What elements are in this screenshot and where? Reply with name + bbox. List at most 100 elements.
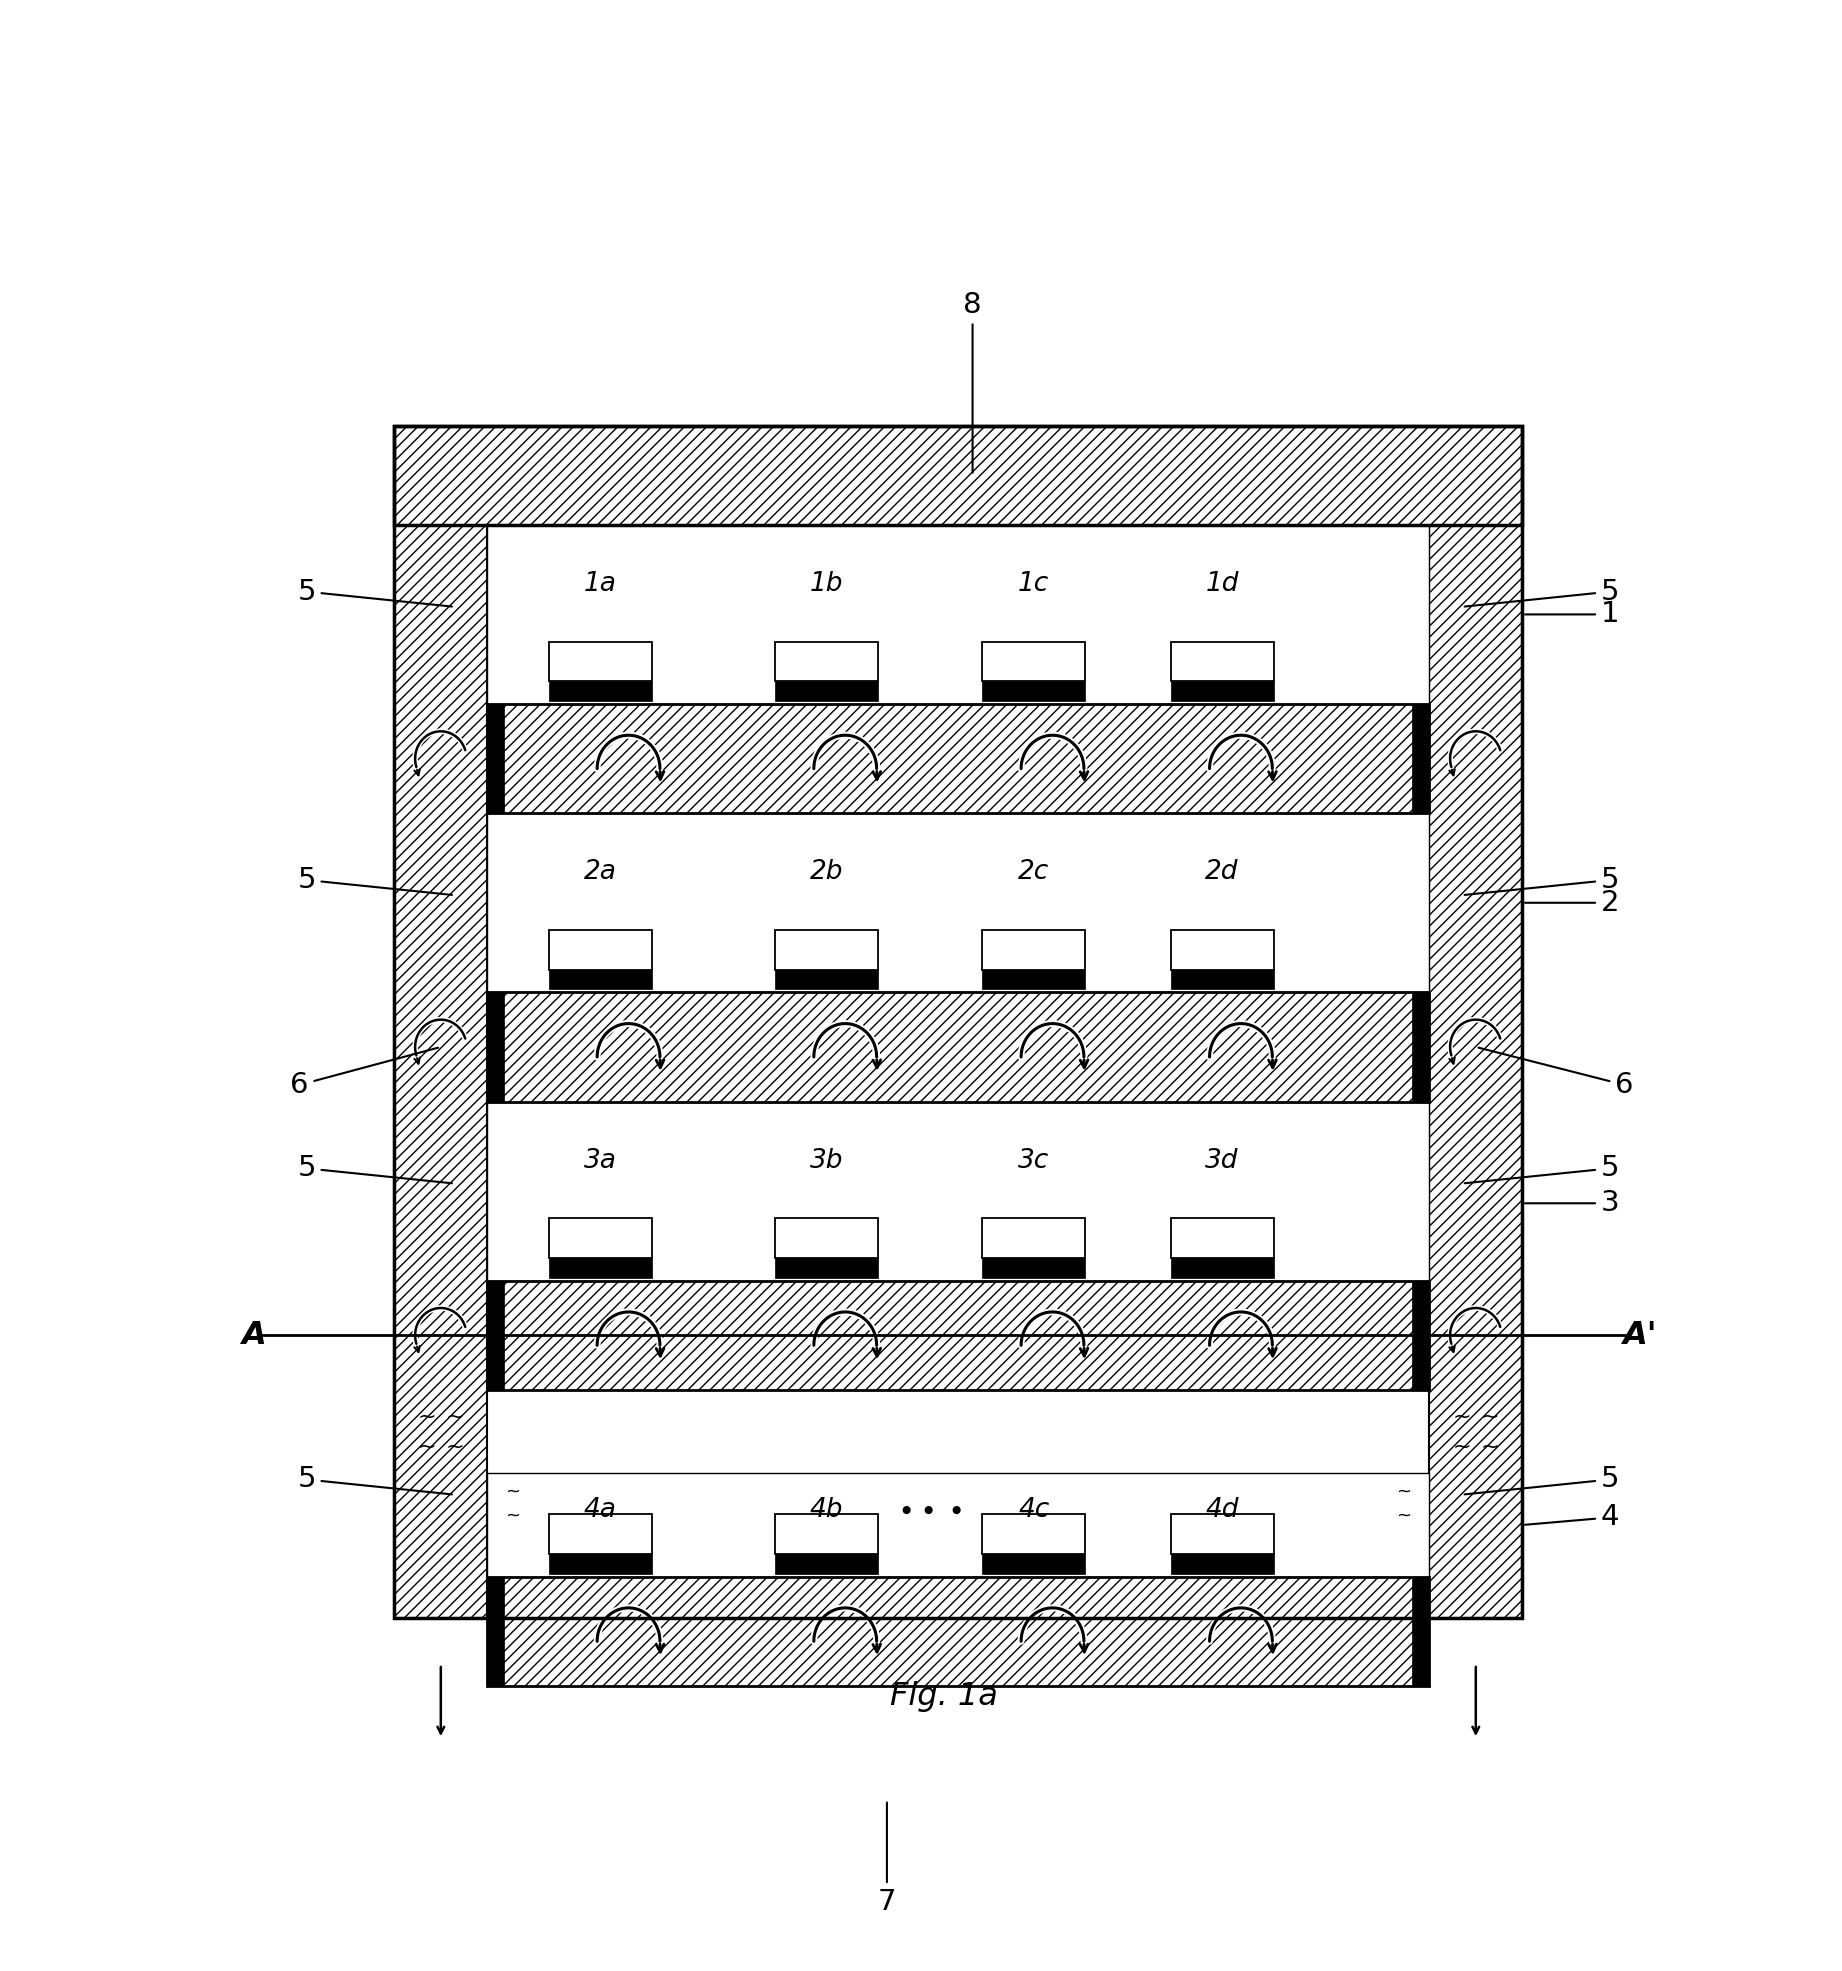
- Bar: [394, 426, 1521, 524]
- Bar: [1172, 930, 1273, 970]
- Text: 2c: 2c: [1019, 859, 1050, 885]
- Text: ~: ~: [446, 1437, 464, 1457]
- Bar: [775, 1553, 879, 1573]
- Bar: [486, 1577, 505, 1685]
- Text: 4: 4: [1525, 1504, 1619, 1531]
- Text: 2a: 2a: [584, 859, 617, 885]
- Bar: [1429, 524, 1521, 1618]
- Bar: [1172, 1514, 1273, 1553]
- Bar: [394, 426, 1521, 1618]
- Bar: [486, 991, 1429, 1102]
- Text: ~: ~: [1481, 1407, 1499, 1427]
- Text: $\bullet\bullet\bullet$: $\bullet\bullet\bullet$: [897, 1496, 963, 1524]
- Text: 4d: 4d: [1205, 1496, 1240, 1524]
- Text: 1: 1: [1525, 601, 1619, 629]
- Text: 2b: 2b: [810, 859, 844, 885]
- Text: ~: ~: [1396, 1508, 1411, 1526]
- Text: 4b: 4b: [810, 1496, 844, 1524]
- Bar: [982, 1514, 1085, 1553]
- Bar: [486, 1474, 1429, 1577]
- Bar: [775, 682, 879, 702]
- Text: 3c: 3c: [1019, 1147, 1050, 1175]
- Bar: [982, 682, 1085, 702]
- Bar: [1172, 970, 1273, 989]
- Bar: [1413, 1577, 1429, 1685]
- Bar: [486, 991, 505, 1102]
- Bar: [549, 1257, 652, 1277]
- Bar: [1172, 1553, 1273, 1573]
- Text: A': A': [1623, 1321, 1656, 1350]
- Bar: [775, 1514, 879, 1553]
- Bar: [486, 1281, 1429, 1390]
- Text: ~: ~: [418, 1437, 437, 1457]
- Bar: [982, 1553, 1085, 1573]
- Bar: [549, 643, 652, 682]
- Bar: [549, 1218, 652, 1257]
- Bar: [1172, 643, 1273, 682]
- Bar: [549, 1514, 652, 1553]
- Text: ~: ~: [446, 1407, 464, 1427]
- Text: A: A: [241, 1321, 265, 1350]
- Text: Fig. 1a: Fig. 1a: [890, 1681, 998, 1713]
- Bar: [486, 814, 1429, 991]
- Bar: [549, 1553, 652, 1573]
- Bar: [982, 643, 1085, 682]
- Bar: [982, 1257, 1085, 1277]
- Bar: [982, 970, 1085, 989]
- Text: 1b: 1b: [810, 572, 844, 597]
- Bar: [394, 426, 1521, 1618]
- Text: 1d: 1d: [1205, 572, 1240, 597]
- Bar: [982, 930, 1085, 970]
- Text: 6: 6: [1479, 1049, 1634, 1100]
- Bar: [775, 643, 879, 682]
- Text: ~: ~: [505, 1482, 521, 1500]
- Text: 5: 5: [1464, 1155, 1619, 1183]
- Text: 4c: 4c: [1019, 1496, 1050, 1524]
- Text: 2d: 2d: [1205, 859, 1240, 885]
- Text: 5: 5: [297, 578, 451, 607]
- Bar: [394, 524, 486, 1618]
- Bar: [1413, 704, 1429, 814]
- Bar: [1172, 1257, 1273, 1277]
- Text: 4a: 4a: [584, 1496, 617, 1524]
- Text: 3d: 3d: [1205, 1147, 1240, 1175]
- Text: ~: ~: [505, 1508, 521, 1526]
- Text: 5: 5: [1464, 578, 1619, 607]
- Bar: [486, 1102, 1429, 1281]
- Bar: [486, 1281, 505, 1390]
- Text: 5: 5: [297, 1155, 451, 1183]
- Text: 8: 8: [963, 292, 982, 473]
- Text: ~: ~: [1481, 1437, 1499, 1457]
- Text: 5: 5: [1464, 1466, 1619, 1494]
- Text: ~: ~: [418, 1407, 437, 1427]
- Bar: [775, 1257, 879, 1277]
- Bar: [982, 1218, 1085, 1257]
- Bar: [1172, 1218, 1273, 1257]
- Bar: [486, 1577, 1429, 1685]
- Bar: [1172, 682, 1273, 702]
- Bar: [486, 524, 1429, 704]
- Bar: [775, 970, 879, 989]
- Bar: [549, 930, 652, 970]
- Bar: [775, 1218, 879, 1257]
- Text: 5: 5: [1464, 865, 1619, 895]
- Text: 1c: 1c: [1019, 572, 1050, 597]
- Bar: [775, 930, 879, 970]
- Text: 5: 5: [297, 1466, 451, 1494]
- Bar: [486, 704, 505, 814]
- Text: ~: ~: [1453, 1437, 1472, 1457]
- Text: 3a: 3a: [584, 1147, 617, 1175]
- Bar: [486, 704, 1429, 814]
- Text: ~: ~: [1453, 1407, 1472, 1427]
- Text: 2: 2: [1525, 889, 1619, 917]
- Bar: [1413, 991, 1429, 1102]
- Text: 3: 3: [1525, 1189, 1619, 1218]
- Bar: [549, 682, 652, 702]
- Bar: [549, 970, 652, 989]
- Text: 3b: 3b: [810, 1147, 844, 1175]
- Text: 7: 7: [877, 1803, 897, 1916]
- Text: 6: 6: [291, 1049, 438, 1100]
- Text: 5: 5: [297, 865, 451, 895]
- Text: ~: ~: [1396, 1482, 1411, 1500]
- Bar: [1413, 1281, 1429, 1390]
